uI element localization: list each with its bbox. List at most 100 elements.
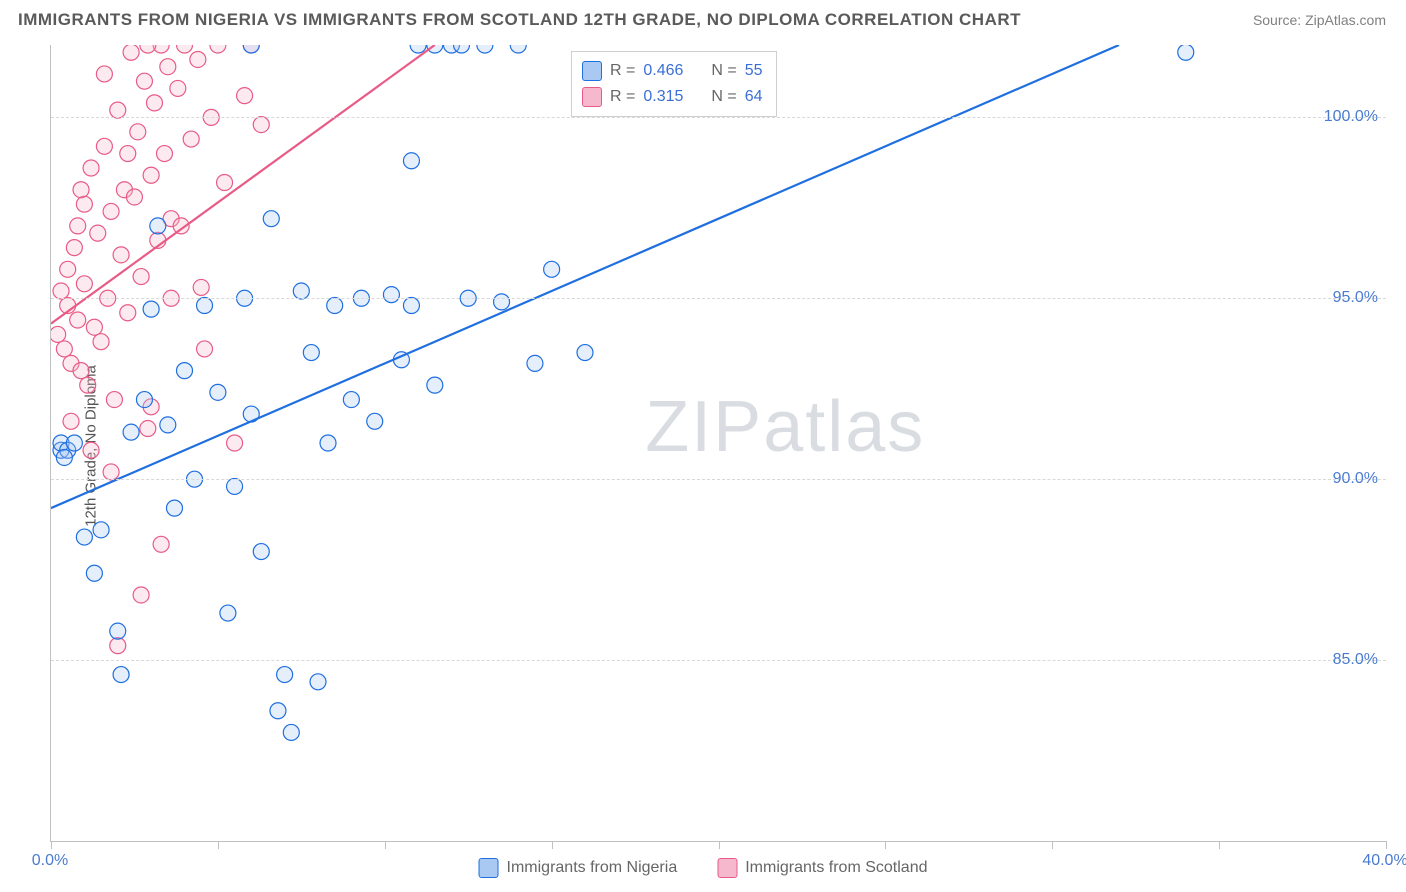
data-point (197, 341, 213, 357)
data-point (83, 442, 99, 458)
data-point (126, 189, 142, 205)
legend-r-label: R = (610, 62, 635, 80)
data-point (283, 724, 299, 740)
legend-r-value: 0.466 (643, 62, 703, 80)
x-tick (1386, 841, 1387, 849)
legend-swatch (582, 61, 602, 81)
y-tick-label: 100.0% (1324, 108, 1378, 126)
data-point (53, 283, 69, 299)
legend-row: R =0.466N =55 (582, 58, 762, 84)
data-point (60, 261, 76, 277)
data-point (103, 203, 119, 219)
source-link[interactable]: ZipAtlas.com (1305, 12, 1386, 28)
data-point (66, 435, 82, 451)
data-point (73, 182, 89, 198)
data-point (303, 345, 319, 361)
data-point (170, 80, 186, 96)
data-point (527, 355, 543, 371)
series-legend-label: Immigrants from Scotland (745, 859, 927, 877)
data-point (210, 45, 226, 53)
data-point (113, 667, 129, 683)
data-point (93, 522, 109, 538)
chart-title: IMMIGRANTS FROM NIGERIA VS IMMIGRANTS FR… (18, 10, 1021, 30)
data-point (63, 413, 79, 429)
data-point (93, 334, 109, 350)
data-point (140, 45, 156, 53)
data-point (510, 45, 526, 53)
data-point (153, 536, 169, 552)
data-point (367, 413, 383, 429)
data-point (140, 421, 156, 437)
legend-swatch (717, 858, 737, 878)
data-point (70, 218, 86, 234)
data-point (133, 587, 149, 603)
trend-line (51, 45, 435, 324)
data-point (143, 167, 159, 183)
data-point (136, 73, 152, 89)
legend-n-value: 55 (745, 62, 763, 80)
data-point (227, 435, 243, 451)
x-tick (1052, 841, 1053, 849)
data-point (113, 247, 129, 263)
data-point (96, 138, 112, 154)
data-point (143, 301, 159, 317)
legend-n-value: 64 (745, 88, 763, 106)
data-point (403, 153, 419, 169)
x-tick-label: 0.0% (32, 852, 68, 870)
data-point (177, 45, 193, 53)
x-tick (1219, 841, 1220, 849)
y-tick-label: 85.0% (1333, 651, 1378, 669)
data-point (1178, 45, 1194, 60)
data-point (110, 638, 126, 654)
legend-swatch (582, 87, 602, 107)
data-point (253, 544, 269, 560)
data-point (70, 312, 86, 328)
data-point (130, 124, 146, 140)
data-point (383, 287, 399, 303)
legend-swatch (479, 858, 499, 878)
gridline (51, 298, 1386, 299)
data-point (220, 605, 236, 621)
data-point (310, 674, 326, 690)
data-point (217, 174, 233, 190)
data-point (56, 449, 72, 465)
data-point (327, 298, 343, 314)
data-point (237, 88, 253, 104)
data-point (90, 225, 106, 241)
data-point (76, 276, 92, 292)
x-tick (51, 841, 52, 849)
data-point (133, 269, 149, 285)
x-tick (218, 841, 219, 849)
data-point (193, 279, 209, 295)
legend-r-label: R = (610, 88, 635, 106)
data-point (110, 102, 126, 118)
gridline (51, 117, 1386, 118)
legend-row: R =0.315N =64 (582, 84, 762, 110)
data-point (123, 424, 139, 440)
data-point (96, 66, 112, 82)
x-tick (885, 841, 886, 849)
data-point (83, 160, 99, 176)
data-point (403, 298, 419, 314)
data-point (197, 298, 213, 314)
data-point (243, 45, 259, 53)
legend-n-label: N = (711, 88, 736, 106)
data-point (150, 218, 166, 234)
source-prefix: Source: (1253, 12, 1305, 28)
data-point (293, 283, 309, 299)
data-point (190, 51, 206, 67)
gridline (51, 660, 1386, 661)
x-tick (385, 841, 386, 849)
data-point (160, 417, 176, 433)
series-legend-item: Immigrants from Nigeria (479, 858, 678, 878)
data-point (270, 703, 286, 719)
data-point (156, 146, 172, 162)
series-legend-label: Immigrants from Nigeria (507, 859, 678, 877)
data-point (343, 392, 359, 408)
data-point (76, 196, 92, 212)
data-point (136, 392, 152, 408)
data-point (80, 377, 96, 393)
data-point (86, 319, 102, 335)
source-label: Source: ZipAtlas.com (1253, 12, 1386, 28)
data-point (263, 211, 279, 227)
